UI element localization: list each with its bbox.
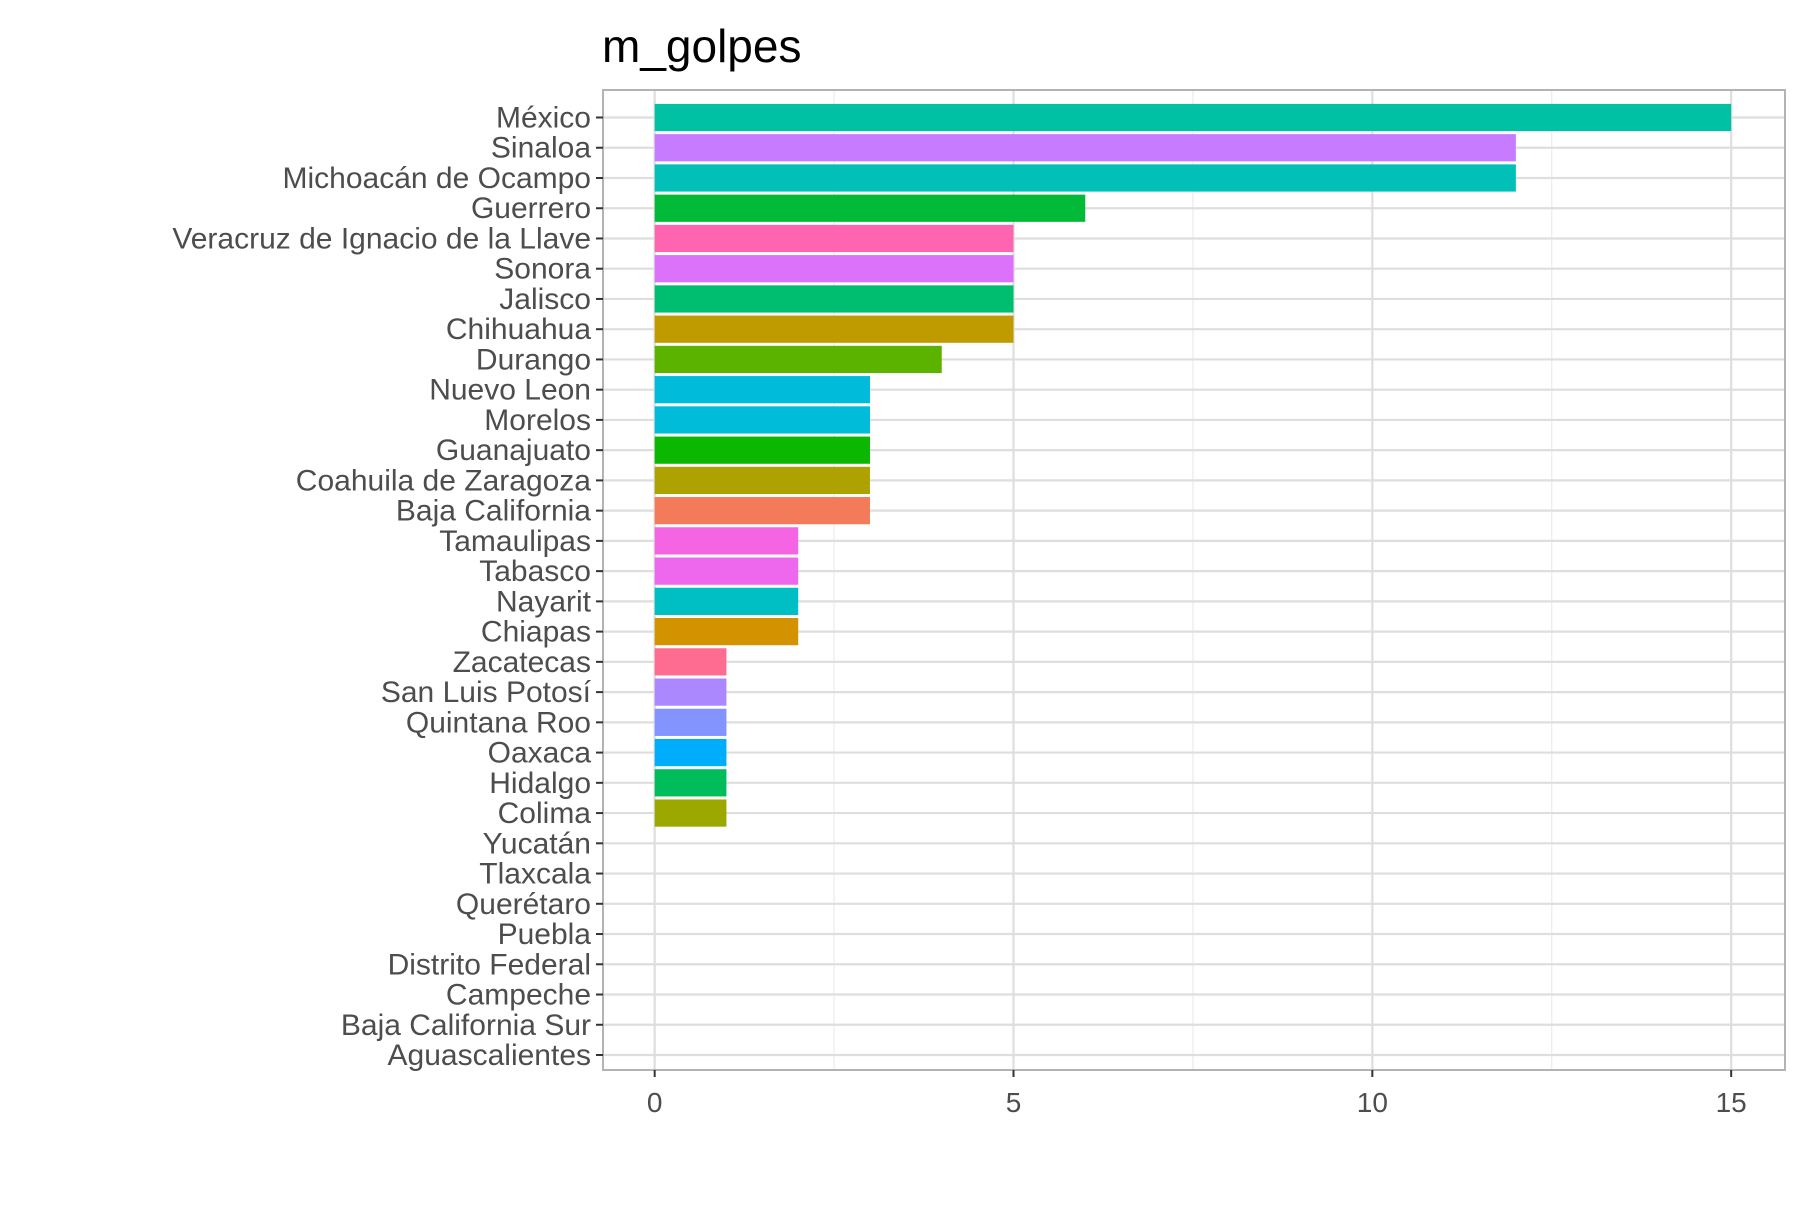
y-tick-label: Nayarit <box>496 585 592 618</box>
y-tick-label: Yucatán <box>483 827 591 860</box>
y-tick-label: Oaxaca <box>488 737 592 770</box>
y-tick-label: México <box>496 102 591 135</box>
y-tick-label: Sinaloa <box>491 132 591 165</box>
bar <box>654 285 1014 313</box>
bar <box>654 103 1732 132</box>
bar <box>654 648 727 676</box>
bars <box>654 103 1732 827</box>
y-tick-label: Querétaro <box>456 888 591 921</box>
y-tick-label: Tamaulipas <box>439 525 591 558</box>
y-tick-label: Puebla <box>498 918 592 951</box>
y-tick-label: Guerrero <box>471 192 591 225</box>
y-tick-label: Coahuila de Zaragoza <box>296 464 592 497</box>
bar <box>654 708 727 736</box>
bar <box>654 618 799 646</box>
bar <box>654 345 942 374</box>
y-tick-label: Veracruz de Ignacio de la Llave <box>172 222 591 255</box>
x-tick-label: 5 <box>1006 1087 1022 1118</box>
y-tick-label: Quintana Roo <box>406 706 591 739</box>
bar <box>654 799 727 827</box>
x-tick-label: 10 <box>1357 1087 1388 1118</box>
bar <box>654 466 870 495</box>
bar <box>654 557 799 585</box>
y-tick-label: Chihuahua <box>446 313 591 346</box>
y-tick-label: Aguascalientes <box>388 1039 591 1072</box>
y-tick-label: Durango <box>476 343 591 376</box>
bar <box>654 315 1014 343</box>
bar <box>654 587 799 615</box>
bar <box>654 497 870 525</box>
x-tick-label: 0 <box>647 1087 663 1118</box>
y-tick-label: Morelos <box>484 404 591 437</box>
bar <box>654 527 799 555</box>
x-axis: 0 5 10 15 <box>647 1070 1747 1118</box>
y-tick-label: Hidalgo <box>489 767 591 800</box>
y-tick-label: Chiapas <box>481 616 591 649</box>
y-tick-label: Tabasco <box>479 555 591 588</box>
bar <box>654 255 1014 283</box>
bar <box>654 194 1086 222</box>
bar <box>654 376 870 404</box>
y-tick-label: Zacatecas <box>453 646 591 679</box>
bar <box>654 769 727 797</box>
y-tick-label: Jalisco <box>499 283 591 316</box>
bar <box>654 224 1014 253</box>
x-tick-label: 15 <box>1716 1087 1747 1118</box>
chart-title: m_golpes <box>602 20 801 72</box>
y-tick-label: Distrito Federal <box>388 948 591 981</box>
bar <box>654 406 870 434</box>
y-tick-label: San Luis Potosí <box>381 676 592 709</box>
y-tick-label: Colima <box>498 797 592 830</box>
y-tick-label: Baja California <box>396 495 591 528</box>
bar <box>654 436 870 464</box>
y-tick-label: Campeche <box>446 979 591 1012</box>
y-tick-label: Guanajuato <box>436 434 591 467</box>
bar <box>654 164 1516 192</box>
y-tick-label: Nuevo Leon <box>429 374 591 407</box>
y-tick-label: Michoacán de Ocampo <box>283 162 592 195</box>
y-tick-label: Tlaxcala <box>479 858 591 891</box>
panel-border <box>602 89 1786 1071</box>
bar <box>654 678 727 706</box>
y-tick-label: Sonora <box>494 253 591 286</box>
bar <box>654 738 727 767</box>
bar <box>654 134 1516 162</box>
y-tick-label: Baja California Sur <box>341 1009 591 1042</box>
